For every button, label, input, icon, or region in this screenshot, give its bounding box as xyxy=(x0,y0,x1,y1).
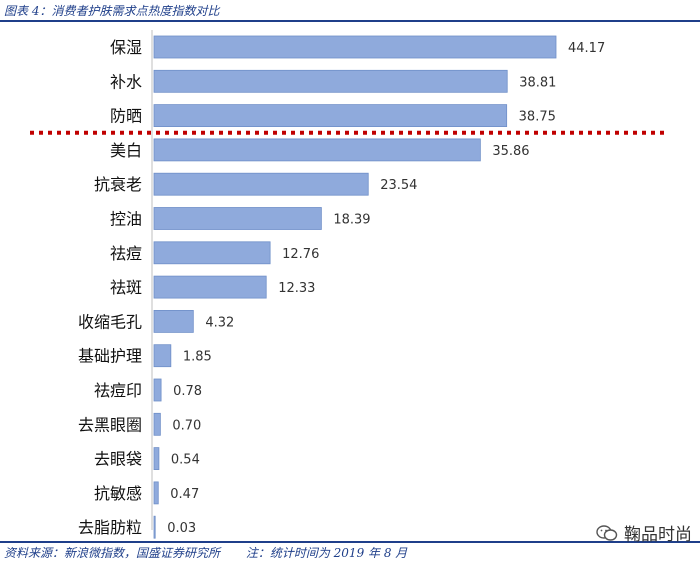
category-label: 祛痘 xyxy=(110,244,142,263)
wechat-icon xyxy=(596,524,618,541)
category-label: 去黑眼圈 xyxy=(78,415,142,434)
bar xyxy=(153,515,156,539)
value-label: 38.81 xyxy=(519,75,556,90)
bar xyxy=(153,309,194,333)
category-label: 去眼袋 xyxy=(94,450,142,469)
category-label: 去脂肪粒 xyxy=(78,518,142,537)
value-label: 4.32 xyxy=(205,315,234,330)
footer: 资料来源：新浪微指数，国盛证券研究所 注：统计时间为 2019 年 8 月 xyxy=(4,544,407,561)
value-label: 35.86 xyxy=(492,144,529,159)
footer-rule xyxy=(0,541,700,543)
category-label: 保湿 xyxy=(110,38,142,57)
bar xyxy=(153,481,159,505)
value-label: 1.85 xyxy=(183,350,212,365)
category-label: 补水 xyxy=(110,72,142,91)
category-label: 祛斑 xyxy=(110,278,142,297)
category-label: 收缩毛孔 xyxy=(78,312,142,331)
category-label: 抗敏感 xyxy=(94,484,142,503)
source-note: 资料来源：新浪微指数，国盛证券研究所 xyxy=(4,546,221,560)
bar xyxy=(153,104,508,127)
value-label: 0.54 xyxy=(171,453,200,468)
stat-note: 注：统计时间为 2019 年 8 月 xyxy=(245,546,408,560)
bar xyxy=(153,172,369,196)
bar xyxy=(153,241,271,265)
bar xyxy=(153,35,557,59)
bar xyxy=(153,344,172,368)
category-label: 基础护理 xyxy=(78,347,142,366)
category-label: 祛痘印 xyxy=(94,381,142,400)
bar xyxy=(153,412,161,436)
category-label: 抗衰老 xyxy=(94,175,142,194)
bar xyxy=(153,378,162,402)
bar-chart: 保湿 44.17 补水 38.81 防晒 38.75 美白 35.86 抗衰老 23.54 控油 18… xyxy=(30,30,668,539)
value-label: 0.47 xyxy=(170,487,199,502)
bar xyxy=(153,69,508,93)
value-label: 44.17 xyxy=(568,41,605,56)
value-label: 12.33 xyxy=(278,281,315,296)
bar xyxy=(153,447,160,471)
watermark-text: 鞠品时尚 xyxy=(624,525,692,545)
category-label: 防晒 xyxy=(110,107,142,126)
value-label: 0.70 xyxy=(172,418,201,433)
value-label: 18.39 xyxy=(333,213,370,228)
value-label: 12.76 xyxy=(282,247,319,262)
bar xyxy=(153,207,322,230)
value-label: 23.54 xyxy=(380,178,417,193)
figure-title: 图表 4：消费者护肤需求点热度指数对比 xyxy=(4,4,220,18)
bar xyxy=(153,138,481,162)
watermark: 鞠品时尚 xyxy=(596,520,692,545)
category-label: 控油 xyxy=(110,210,142,229)
value-label: 0.03 xyxy=(167,521,196,536)
bar xyxy=(153,275,267,299)
value-label: 0.78 xyxy=(173,384,202,399)
header-rule xyxy=(0,20,700,22)
value-label: 38.75 xyxy=(519,110,556,125)
category-label: 美白 xyxy=(110,141,142,160)
